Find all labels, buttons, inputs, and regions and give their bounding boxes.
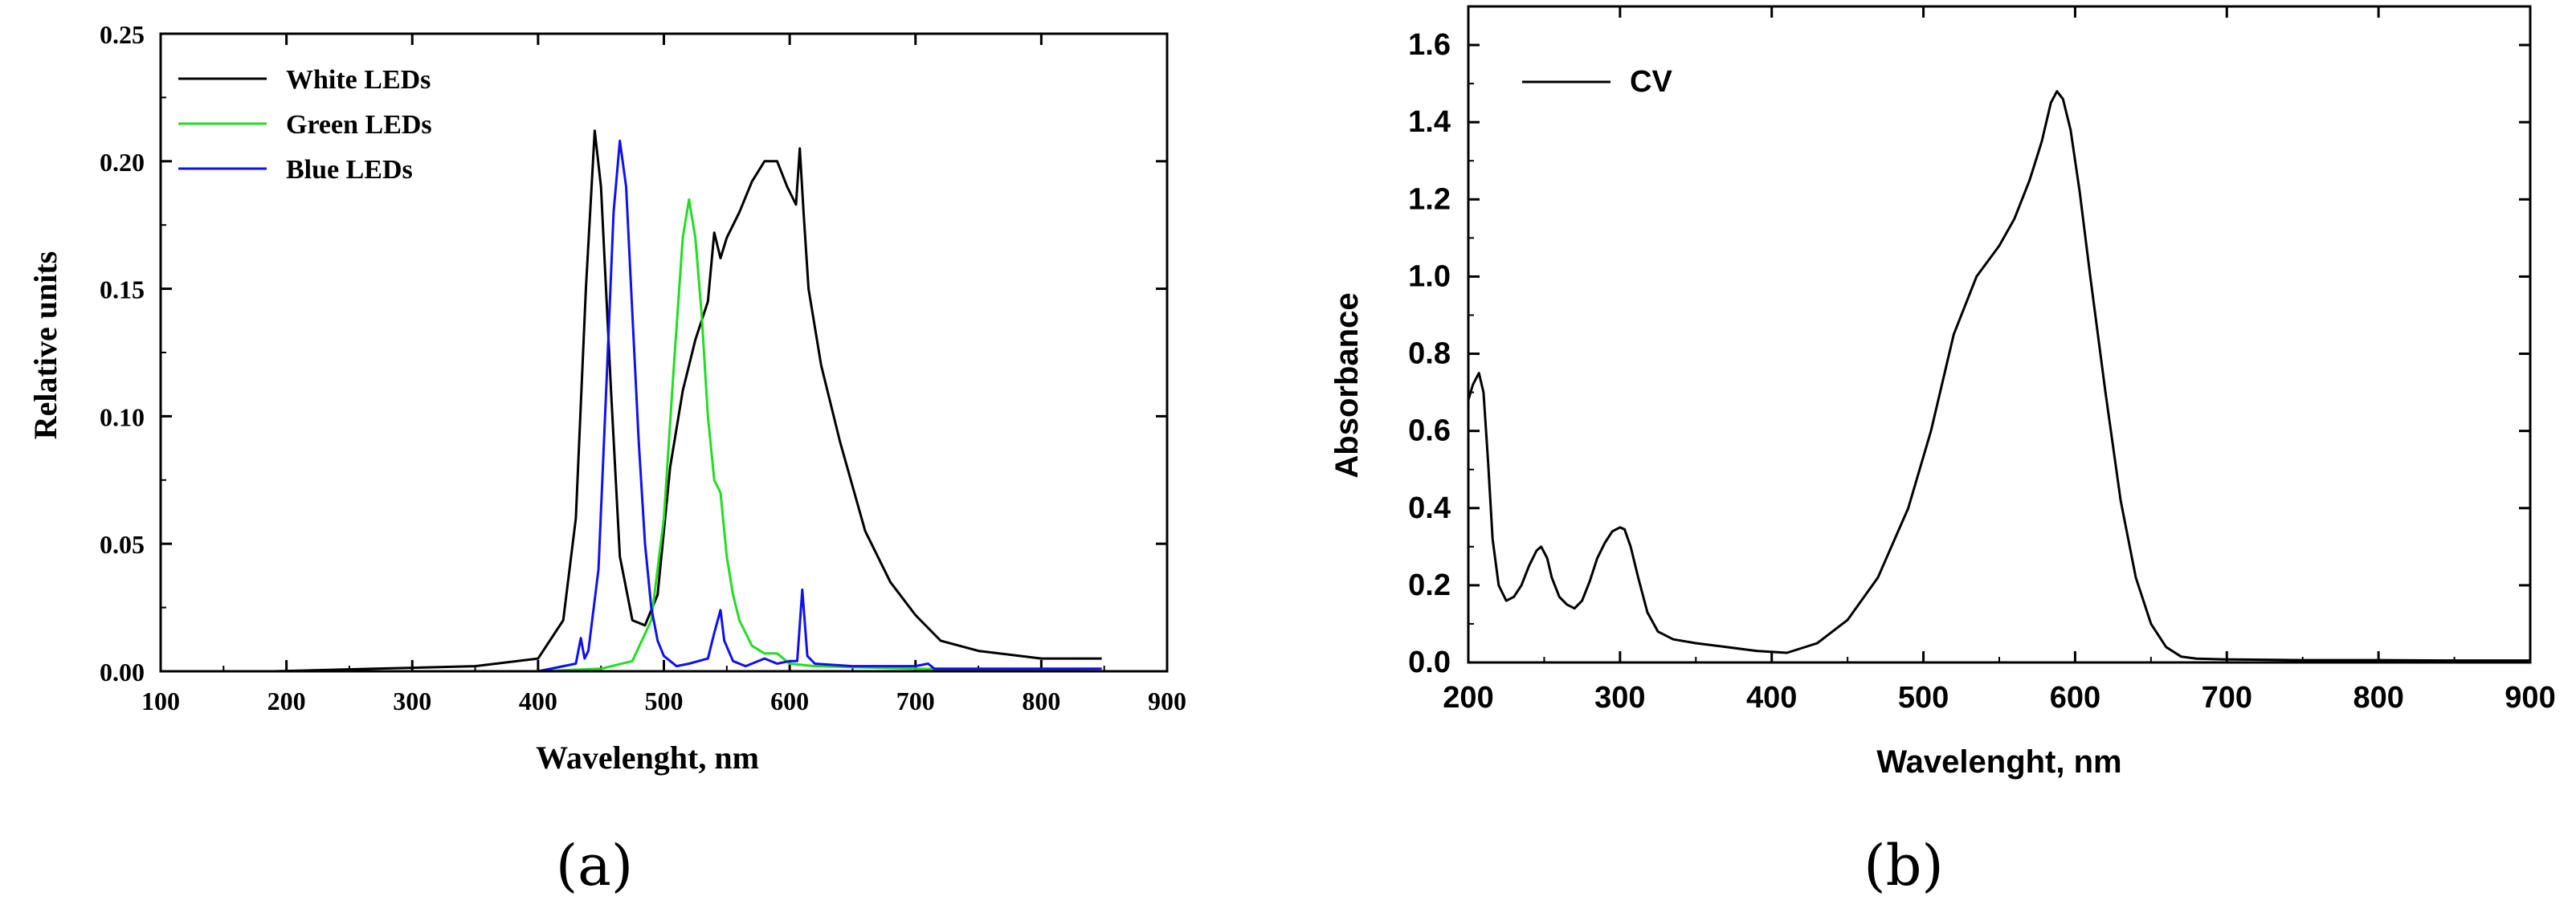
chart-a-y-tick-label: 0.00	[100, 658, 145, 687]
chart-b-y-tick-label: 1.6	[1408, 28, 1451, 62]
chart-b-x-tick-label: 600	[2050, 681, 2100, 715]
chart-b-y-tick-labels: 0.0 0.2 0.4 0.6 0.8 1.0 1.2 1.4 1.6	[1408, 28, 1451, 679]
chart-b-y-tick-label: 0.6	[1408, 414, 1451, 448]
chart-b-y-axis-title: Absorbance	[1329, 292, 1365, 478]
chart-a-legend-blue-leds-label: Blue LEDs	[286, 155, 413, 185]
chart-b-plot-frame	[1467, 5, 2532, 664]
chart-b-x-axis-title: Wavelenght, nm	[1876, 744, 2121, 780]
chart-a-series-green-leds-line	[267, 198, 1102, 673]
chart-a-series-white-leds-line	[273, 129, 1102, 673]
chart-a-y-tick-label: 0.15	[100, 275, 145, 304]
chart-a-series	[267, 129, 1102, 673]
chart-a-y-axis-title: Relative units	[27, 251, 63, 439]
chart-a-legend-green-leds-label: Green LEDs	[286, 110, 432, 140]
chart-b-x-tick-label: 800	[2353, 681, 2403, 715]
chart-a-panel-label: (a)	[556, 833, 633, 899]
chart-b-x-tick-label: 700	[2202, 681, 2252, 715]
chart-a-x-tick-label: 400	[519, 687, 557, 715]
chart-a-x-tick-label: 900	[1148, 687, 1186, 715]
chart-b-y-tick-label: 0.4	[1408, 491, 1451, 525]
chart-a-y-tick-label: 0.20	[100, 148, 145, 177]
chart-a-plot-frame	[159, 32, 1169, 673]
chart-a-x-tick-label: 500	[645, 687, 684, 715]
chart-a-x-tick-label: 700	[896, 687, 935, 715]
chart-b-x-tick-label: 300	[1594, 681, 1645, 715]
chart-b-panel-label: (b)	[1864, 833, 1943, 899]
chart-b-y-tick-label: 0.0	[1408, 646, 1451, 679]
chart-a-x-tick-label: 300	[393, 687, 431, 715]
chart-a-x-tick-label: 800	[1022, 687, 1060, 715]
chart-b-y-tick-label: 1.2	[1408, 182, 1451, 216]
chart-b-legend-cv-label: CV	[1630, 65, 1672, 99]
chart-a: 100 200 300 400 500 600 700 800 900 0.00 0.05 0.10…	[27, 20, 1186, 899]
chart-b-x-tick-labels: 200 300 400 500 600 700 800 900	[1443, 681, 2555, 715]
chart-b-x-tick-label: 200	[1443, 681, 1493, 715]
chart-b: 200 300 400 500 600 700 800 900 0.0 0.2 0.4 0.6 0.8…	[1329, 5, 2556, 899]
chart-a-y-tick-label: 0.10	[100, 402, 145, 431]
chart-b-y-tick-label: 0.2	[1408, 569, 1451, 602]
chart-b-y-tick-label: 1.0	[1408, 259, 1451, 293]
chart-b-ticks	[1467, 6, 2532, 664]
chart-a-x-axis-title: Wavelenght, nm	[536, 740, 759, 776]
chart-b-legend: CV	[1522, 65, 1672, 99]
chart-a-y-tick-labels: 0.00 0.05 0.10 0.15 0.20 0.25	[100, 20, 145, 687]
chart-a-x-tick-labels: 100 200 300 400 500 600 700 800 900	[141, 687, 1186, 715]
chart-a-y-tick-label: 0.25	[100, 20, 145, 49]
chart-a-x-tick-label: 100	[141, 687, 180, 715]
chart-a-x-tick-label: 200	[267, 687, 306, 715]
chart-a-x-tick-label: 600	[770, 687, 809, 715]
chart-a-series-blue-leds-line	[267, 139, 1102, 673]
chart-b-y-tick-label: 1.4	[1408, 105, 1451, 139]
chart-a-y-tick-label: 0.05	[100, 530, 145, 559]
chart-b-x-tick-label: 400	[1746, 681, 1797, 715]
chart-a-legend: White LEDs Green LEDs Blue LEDs	[178, 65, 432, 185]
chart-b-x-tick-label: 500	[1898, 681, 1949, 715]
chart-b-series	[1467, 90, 2530, 662]
chart-b-series-cv-line	[1467, 90, 2530, 662]
chart-a-legend-white-leds-label: White LEDs	[286, 65, 431, 95]
chart-b-y-tick-label: 0.8	[1408, 337, 1451, 371]
chart-b-x-tick-label: 900	[2505, 681, 2555, 715]
